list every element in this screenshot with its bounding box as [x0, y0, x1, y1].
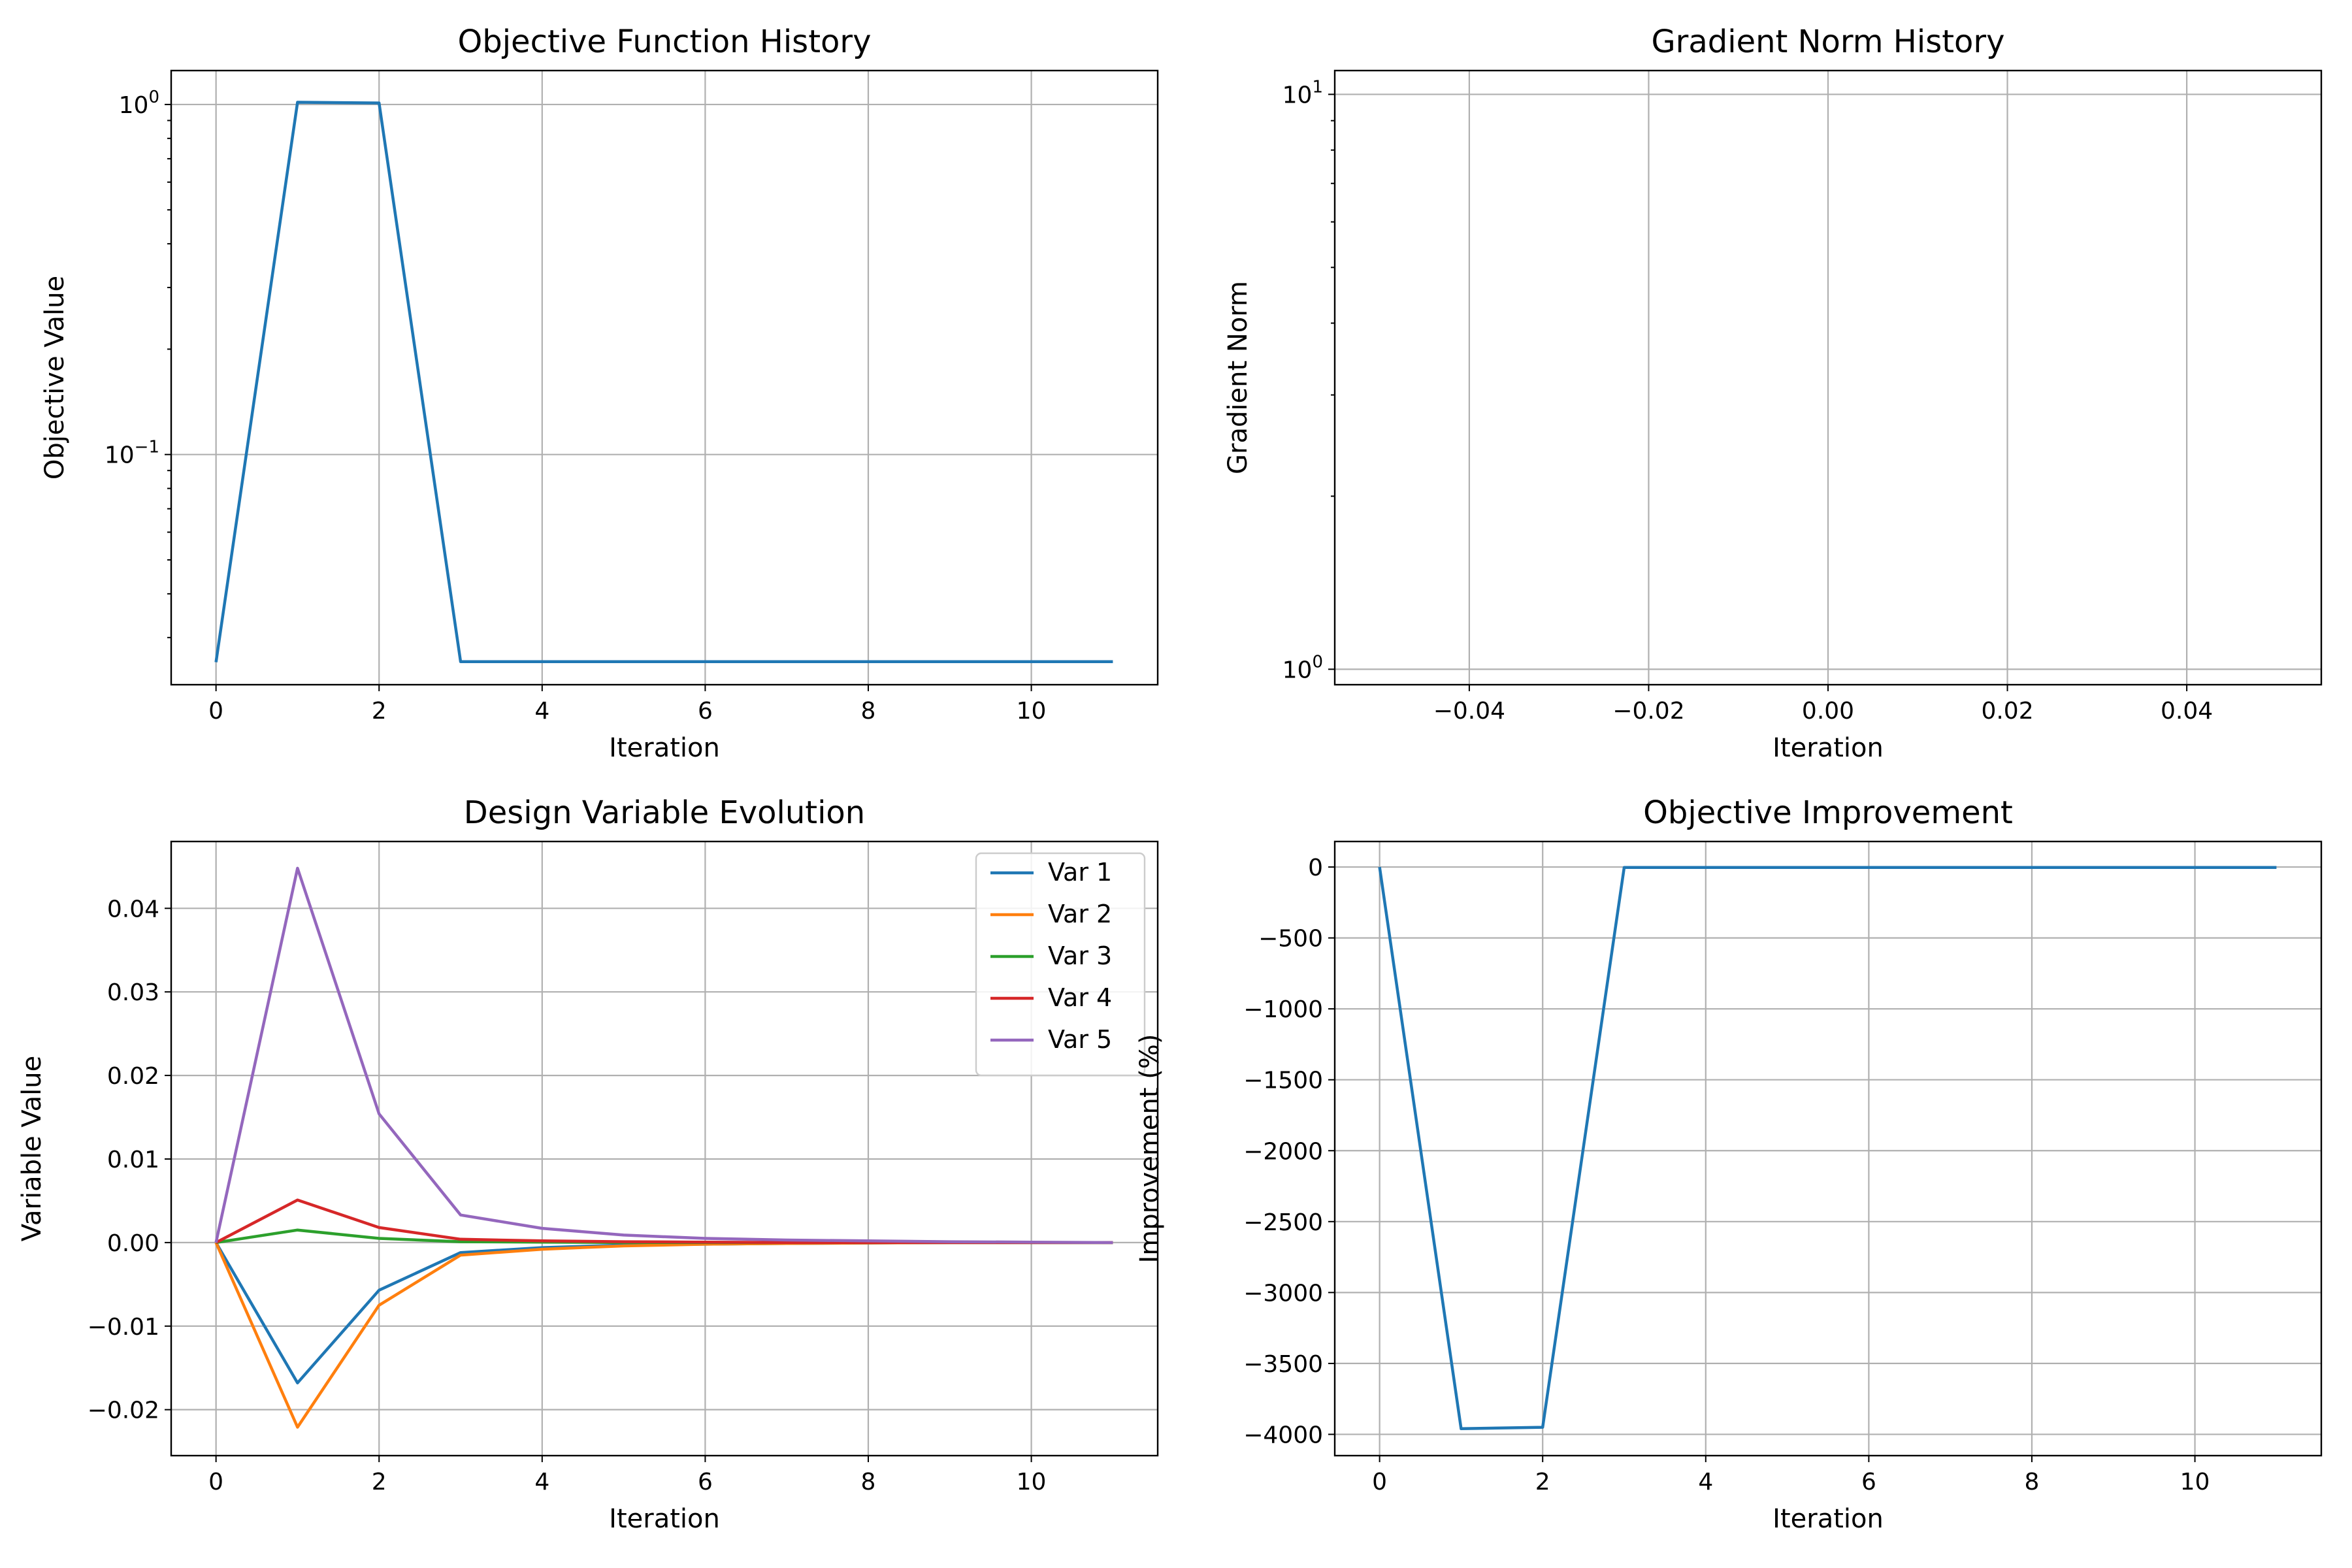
x-axis-label: Iteration — [609, 733, 720, 763]
y-tick-label: 10−1 — [105, 438, 159, 469]
panel-title: Gradient Norm History — [1651, 24, 2004, 60]
x-tick-label: 10 — [1017, 1469, 1047, 1495]
legend-entry: Var 3 — [1048, 941, 1112, 970]
legend-entry: Var 5 — [1048, 1025, 1112, 1054]
x-tick-label: 0.04 — [2161, 698, 2213, 725]
y-axis-label: Gradient Norm — [1223, 281, 1253, 474]
x-tick-label: 6 — [698, 1469, 713, 1495]
x-tick-label: 10 — [1017, 698, 1047, 725]
y-axis-label: Variable Value — [17, 1056, 47, 1242]
panel-title: Objective Improvement — [1643, 794, 2013, 831]
x-tick-label: 0.00 — [1802, 698, 1854, 725]
y-tick-label: 0.00 — [107, 1230, 159, 1257]
y-tick-label: −1000 — [1243, 996, 1323, 1023]
x-tick-label: 0.02 — [1981, 698, 2033, 725]
y-tick-label: 0.03 — [107, 979, 159, 1006]
legend-entry: Var 1 — [1048, 858, 1112, 887]
x-tick-label: 0 — [208, 698, 223, 725]
x-tick-label: 4 — [534, 698, 549, 725]
y-tick-label: 101 — [1282, 77, 1323, 108]
legend: Var 1 Var 2 Var 3 Var 4 Var 5 — [975, 852, 1146, 1077]
series-line-5 — [214, 866, 1113, 1245]
y-tick-label: 0.01 — [107, 1147, 159, 1173]
x-tick-label: 6 — [698, 698, 713, 725]
y-tick-label: 100 — [1282, 652, 1323, 683]
x-axis-label: Iteration — [609, 1504, 720, 1534]
x-tick-label: 8 — [2025, 1469, 2040, 1495]
series-line-1 — [214, 101, 1113, 663]
x-tick-label: 0 — [208, 1469, 223, 1495]
x-tick-label: 4 — [534, 1469, 549, 1495]
y-tick-label: 0.02 — [107, 1063, 159, 1090]
x-tick-label: 8 — [861, 1469, 876, 1495]
x-tick-label: 6 — [1861, 1469, 1876, 1495]
panel-design-variable-evolution: 0 2 4 6 8 10 0.04 0.03 0.02 0.01 0.00 −0.01 −0.02 Va… — [17, 794, 1159, 1534]
y-tick-label: −0.02 — [88, 1397, 159, 1424]
series-line-1 — [1378, 866, 2277, 1431]
x-tick-label: 2 — [1535, 1469, 1550, 1495]
x-tick-label: 0 — [1372, 1469, 1387, 1495]
y-tick-label: −2000 — [1243, 1138, 1323, 1165]
legend-box — [975, 852, 1146, 1077]
panel-title: Objective Function History — [457, 24, 871, 60]
y-tick-label: 0.04 — [107, 896, 159, 923]
y-tick-label: 0 — [1308, 855, 1323, 881]
x-tick-label: 10 — [2180, 1469, 2210, 1495]
plot-frame — [1333, 840, 2323, 1457]
plot-frame — [170, 69, 1159, 686]
y-axis-label: Objective Value — [40, 276, 70, 480]
y-tick-label: −3000 — [1243, 1280, 1323, 1307]
x-tick-label: 4 — [1698, 1469, 1713, 1495]
panel-title: Design Variable Evolution — [464, 794, 865, 831]
y-tick-label: −0.01 — [88, 1314, 159, 1341]
plot-frame — [170, 840, 1159, 1457]
panel-objective-improvement: 0 2 4 6 8 10 0 −500 −1000 −1500 −2000 −2500 −3000 −35… — [1135, 794, 2323, 1534]
x-axis-label: Iteration — [1772, 733, 1884, 763]
legend-entry: Var 2 — [1048, 900, 1112, 928]
x-axis-label: Iteration — [1772, 1504, 1884, 1534]
legend-entry: Var 4 — [1048, 983, 1112, 1012]
x-tick-label: −0.02 — [1612, 698, 1684, 725]
x-tick-label: 2 — [372, 698, 387, 725]
y-tick-label: −1500 — [1243, 1068, 1323, 1094]
panel-objective-history: 0 2 4 6 8 10 100 10−1 Objective Function Histor… — [40, 24, 1159, 763]
y-axis-label: Improvement (%) — [1135, 1034, 1165, 1263]
y-tick-label: 100 — [119, 88, 159, 119]
y-tick-label: −2500 — [1243, 1209, 1323, 1236]
y-tick-label: −4000 — [1243, 1422, 1323, 1448]
x-tick-label: −0.04 — [1433, 698, 1505, 725]
panel-gradient-norm-history: −0.04 −0.02 0.00 0.02 0.04 101 100 Gradient No… — [1223, 24, 2323, 763]
x-tick-label: 2 — [372, 1469, 387, 1495]
x-tick-label: 8 — [861, 698, 876, 725]
y-tick-label: −3500 — [1243, 1351, 1323, 1378]
y-tick-label: −500 — [1258, 926, 1323, 953]
